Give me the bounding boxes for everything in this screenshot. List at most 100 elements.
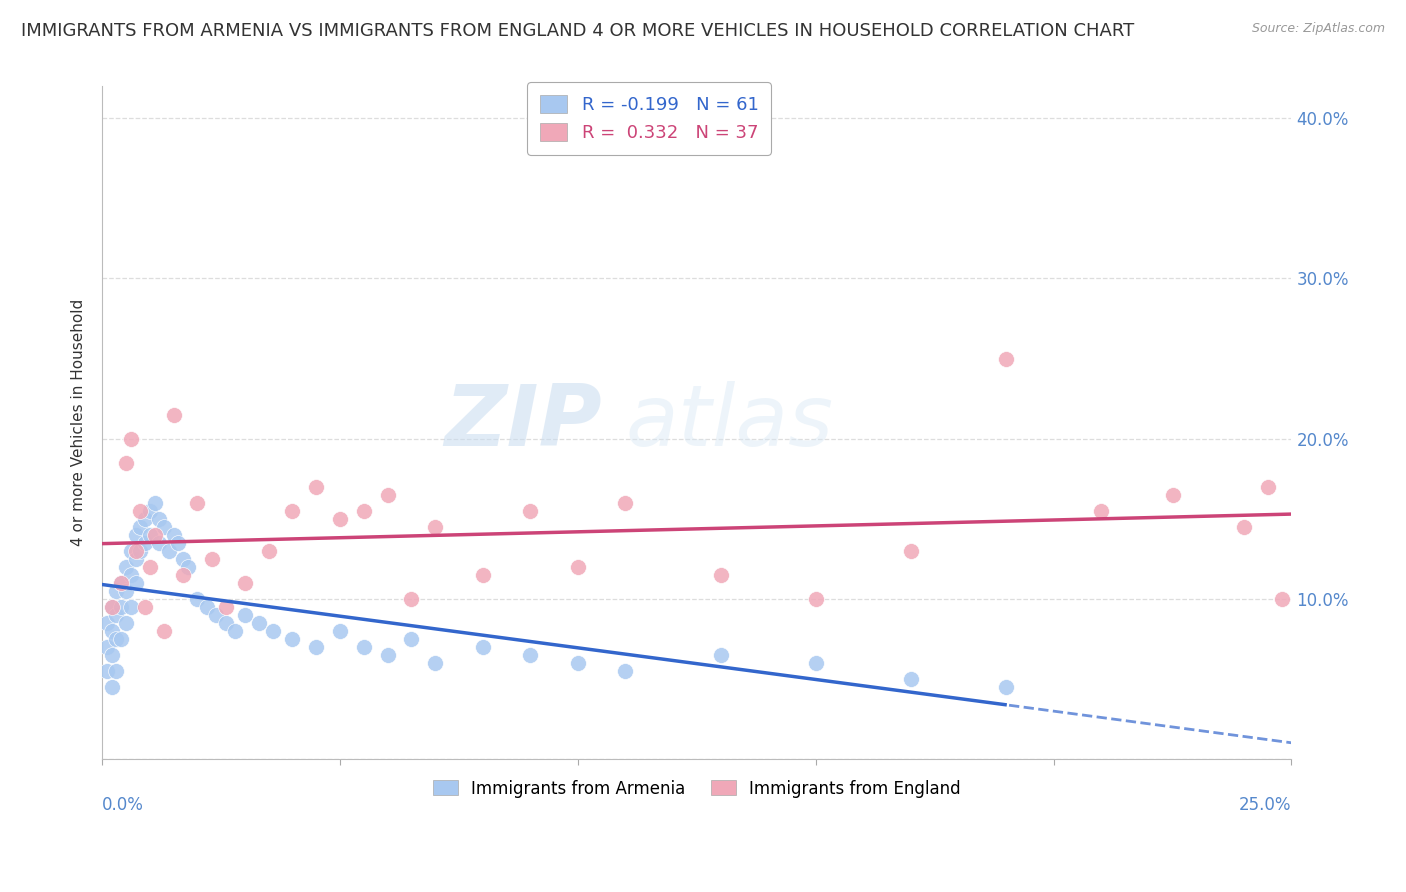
Point bbox=[614, 495, 637, 509]
Point bbox=[157, 543, 180, 558]
Point bbox=[401, 591, 423, 606]
Point bbox=[105, 664, 128, 678]
Point bbox=[1161, 488, 1184, 502]
Point bbox=[195, 599, 218, 614]
Point bbox=[153, 519, 176, 533]
Point bbox=[129, 543, 152, 558]
Point bbox=[247, 615, 270, 630]
Point bbox=[134, 535, 156, 549]
Point bbox=[614, 664, 637, 678]
Point bbox=[353, 503, 375, 517]
Point bbox=[281, 632, 304, 646]
Point bbox=[129, 519, 152, 533]
Point bbox=[329, 624, 352, 638]
Text: 25.0%: 25.0% bbox=[1239, 796, 1292, 814]
Point bbox=[172, 567, 194, 582]
Point bbox=[305, 640, 328, 654]
Point bbox=[471, 640, 494, 654]
Point bbox=[96, 615, 118, 630]
Point bbox=[1271, 591, 1294, 606]
Point bbox=[96, 664, 118, 678]
Point bbox=[353, 640, 375, 654]
Point bbox=[186, 591, 208, 606]
Point bbox=[172, 551, 194, 566]
Point bbox=[124, 551, 146, 566]
Point bbox=[215, 615, 238, 630]
Point bbox=[100, 599, 122, 614]
Point bbox=[1233, 519, 1256, 533]
Point bbox=[134, 511, 156, 525]
Point bbox=[115, 456, 138, 470]
Point bbox=[124, 575, 146, 590]
Point bbox=[143, 495, 166, 509]
Point bbox=[100, 624, 122, 638]
Point bbox=[425, 519, 447, 533]
Point bbox=[110, 599, 132, 614]
Point bbox=[567, 559, 589, 574]
Point bbox=[425, 656, 447, 670]
Point bbox=[96, 640, 118, 654]
Point bbox=[120, 599, 142, 614]
Point bbox=[567, 656, 589, 670]
Point bbox=[329, 511, 352, 525]
Point bbox=[804, 656, 827, 670]
Point bbox=[110, 575, 132, 590]
Text: IMMIGRANTS FROM ARMENIA VS IMMIGRANTS FROM ENGLAND 4 OR MORE VEHICLES IN HOUSEHO: IMMIGRANTS FROM ARMENIA VS IMMIGRANTS FR… bbox=[21, 22, 1135, 40]
Point bbox=[377, 488, 399, 502]
Point bbox=[519, 648, 541, 662]
Point bbox=[120, 567, 142, 582]
Point bbox=[377, 648, 399, 662]
Point bbox=[1257, 480, 1279, 494]
Point bbox=[100, 680, 122, 694]
Point bbox=[134, 599, 156, 614]
Point bbox=[148, 511, 170, 525]
Point bbox=[124, 527, 146, 541]
Point bbox=[139, 559, 162, 574]
Text: ZIP: ZIP bbox=[444, 381, 602, 464]
Point bbox=[471, 567, 494, 582]
Point bbox=[162, 527, 184, 541]
Point bbox=[100, 648, 122, 662]
Point bbox=[305, 480, 328, 494]
Point bbox=[143, 527, 166, 541]
Text: 0.0%: 0.0% bbox=[103, 796, 143, 814]
Point bbox=[995, 351, 1018, 366]
Point bbox=[519, 503, 541, 517]
Point bbox=[233, 607, 256, 622]
Point bbox=[100, 599, 122, 614]
Text: Source: ZipAtlas.com: Source: ZipAtlas.com bbox=[1251, 22, 1385, 36]
Point bbox=[105, 607, 128, 622]
Point bbox=[105, 583, 128, 598]
Point bbox=[257, 543, 280, 558]
Point bbox=[995, 680, 1018, 694]
Point bbox=[139, 503, 162, 517]
Point bbox=[120, 432, 142, 446]
Point bbox=[1090, 503, 1112, 517]
Point bbox=[105, 632, 128, 646]
Text: atlas: atlas bbox=[626, 381, 834, 464]
Point bbox=[110, 632, 132, 646]
Point bbox=[115, 583, 138, 598]
Point bbox=[205, 607, 228, 622]
Point bbox=[710, 648, 733, 662]
Y-axis label: 4 or more Vehicles in Household: 4 or more Vehicles in Household bbox=[72, 299, 86, 546]
Point bbox=[124, 543, 146, 558]
Point bbox=[139, 527, 162, 541]
Point bbox=[224, 624, 246, 638]
Legend: Immigrants from Armenia, Immigrants from England: Immigrants from Armenia, Immigrants from… bbox=[426, 772, 967, 805]
Point bbox=[110, 575, 132, 590]
Point bbox=[167, 535, 190, 549]
Point bbox=[153, 624, 176, 638]
Point bbox=[233, 575, 256, 590]
Point bbox=[186, 495, 208, 509]
Point bbox=[281, 503, 304, 517]
Point bbox=[215, 599, 238, 614]
Point bbox=[120, 543, 142, 558]
Point bbox=[401, 632, 423, 646]
Point bbox=[148, 535, 170, 549]
Point bbox=[115, 559, 138, 574]
Point bbox=[177, 559, 200, 574]
Point bbox=[710, 567, 733, 582]
Point bbox=[201, 551, 224, 566]
Point bbox=[129, 503, 152, 517]
